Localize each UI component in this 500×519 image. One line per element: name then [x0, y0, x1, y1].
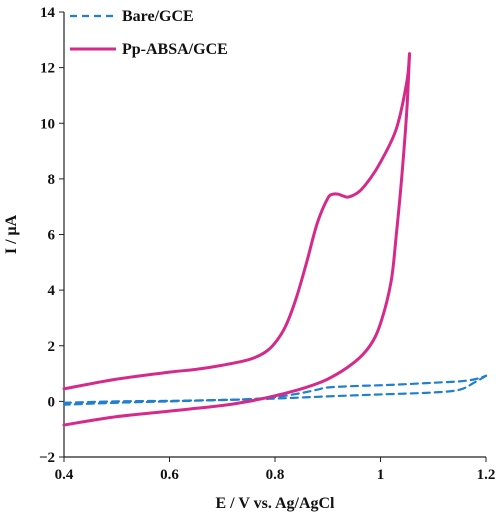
- x-axis-title: E / V vs. Ag/AgCl: [216, 495, 336, 512]
- series-layer: [62, 52, 488, 427]
- y-tick-label: 4: [48, 283, 56, 299]
- x-tick-label: 0.4: [55, 467, 74, 483]
- y-tick-label: 14: [40, 5, 56, 21]
- series-line-pp-absa-gce-forward: [62, 52, 412, 427]
- legend-label-bare-gce: Bare/GCE: [122, 8, 194, 25]
- y-tick-label: 10: [40, 116, 55, 132]
- x-tick-label: 0.6: [160, 467, 179, 483]
- y-tick-label: −2: [39, 450, 55, 466]
- series-line-bare-gce-reverse: [62, 374, 488, 406]
- x-tick-label: 1.2: [477, 467, 496, 483]
- y-axis-title: I / μA: [3, 214, 20, 254]
- y-tick-label: 8: [48, 172, 56, 188]
- series-line-pp-absa-gce-reverse: [62, 52, 412, 391]
- legend: Bare/GCE Pp-ABSA/GCE: [70, 8, 228, 58]
- y-tick-label: 6: [48, 228, 56, 244]
- y-tick-label: 2: [48, 339, 56, 355]
- x-tick-label: 1: [377, 467, 385, 483]
- legend-label-pp-absa-gce: Pp-ABSA/GCE: [122, 41, 228, 58]
- y-tick-label: 0: [48, 394, 56, 410]
- y-tick-label: 12: [40, 61, 55, 77]
- x-tick-label: 0.8: [266, 467, 285, 483]
- axes: 0.4 0.6 0.8 1 1.2 −2 0 2 4 6 8 10 12 14: [39, 5, 495, 483]
